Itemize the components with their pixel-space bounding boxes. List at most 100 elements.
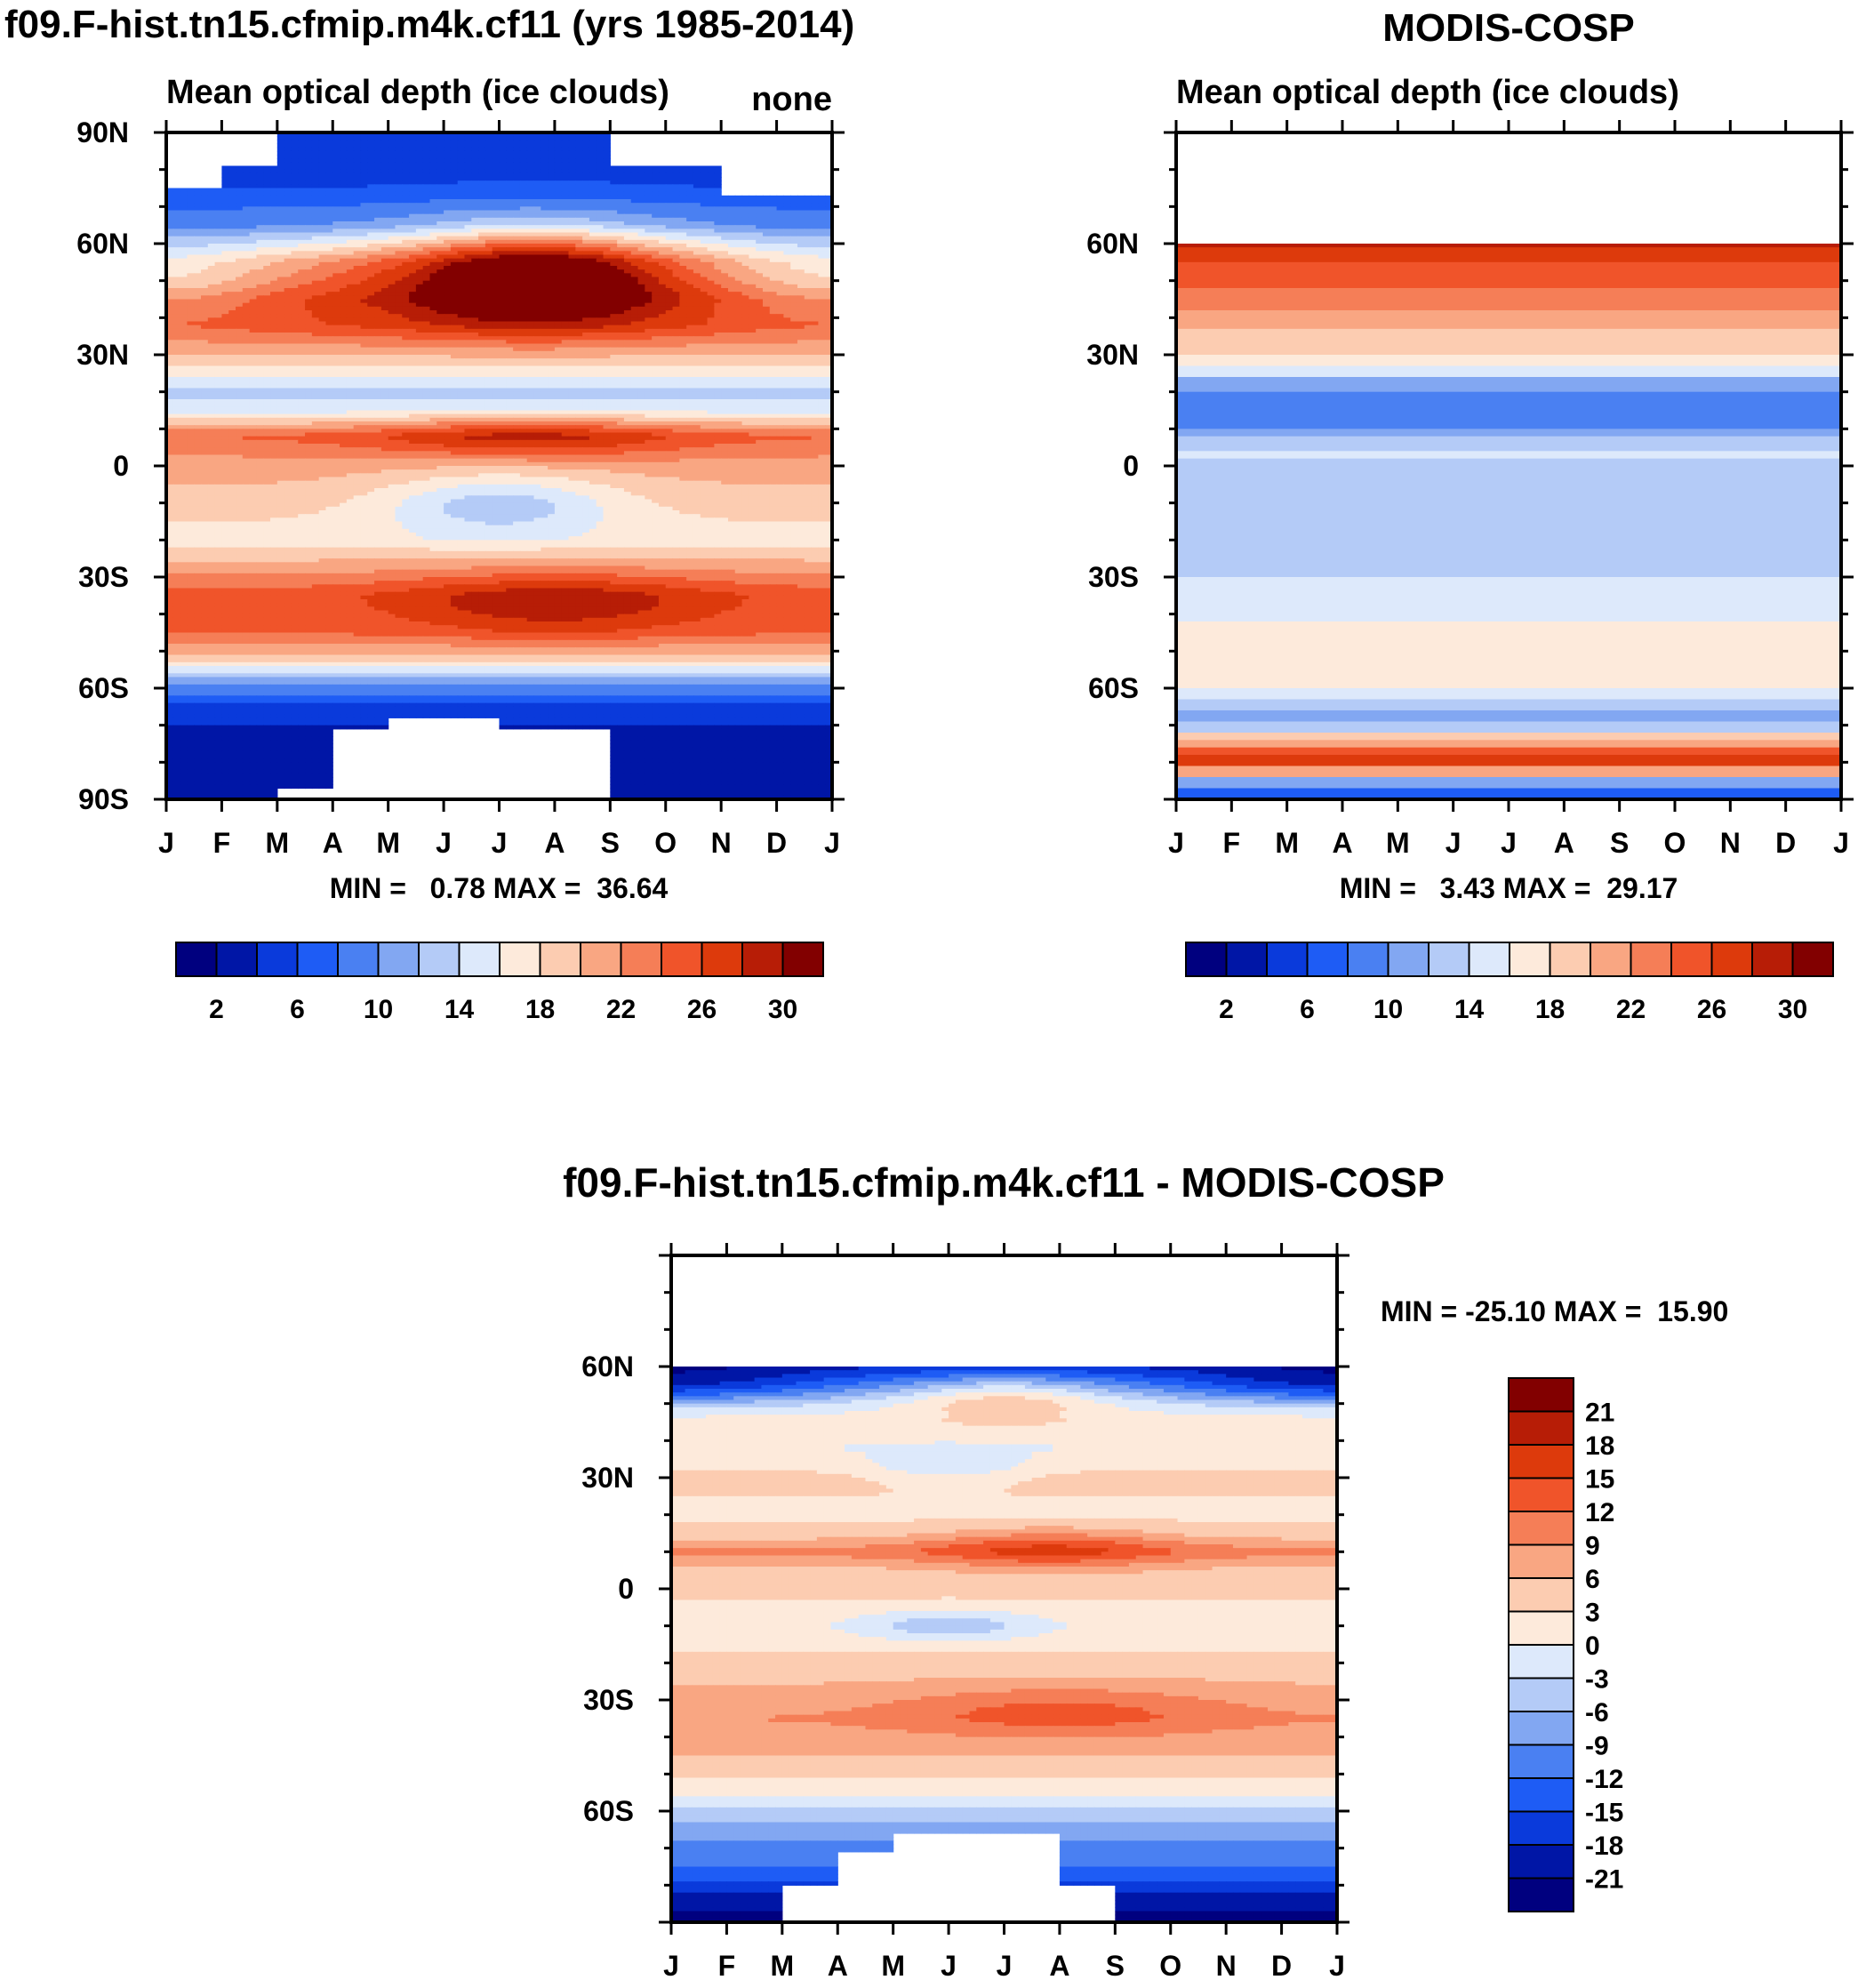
- contour-cell: [436, 148, 444, 152]
- contour-cell: [464, 221, 471, 226]
- contour-cell: [812, 228, 819, 233]
- contour-cell: [354, 166, 361, 171]
- contour-cell: [701, 203, 708, 207]
- contour-cell: [500, 236, 507, 241]
- contour-cell: [783, 196, 790, 200]
- contour-cell: [541, 251, 548, 255]
- contour-cell: [617, 166, 624, 171]
- contour-cell: [180, 214, 188, 219]
- contour-cell: [770, 233, 777, 237]
- contour-cell: [381, 140, 388, 144]
- contour-cell: [381, 188, 388, 193]
- contour-cell: [458, 196, 465, 200]
- contour-cell: [541, 180, 548, 185]
- contour-cell: [250, 240, 257, 244]
- contour-cell: [783, 218, 790, 222]
- contour-cell: [679, 228, 686, 233]
- contour-cell: [298, 192, 305, 196]
- contour-cell: [777, 225, 784, 229]
- contour-cell: [444, 196, 451, 200]
- contour-cell: [777, 221, 784, 226]
- contour-cell: [215, 196, 222, 200]
- contour-cell: [256, 192, 263, 196]
- contour-cell: [493, 228, 500, 233]
- contour-cell: [277, 196, 284, 200]
- contour-cell: [250, 173, 257, 178]
- contour-cell: [541, 236, 548, 241]
- contour-cell: [513, 136, 520, 140]
- contour-cell: [423, 221, 430, 226]
- contour-cell: [256, 251, 263, 255]
- contour-cell: [250, 255, 257, 260]
- contour-cell: [395, 173, 402, 178]
- contour-cell: [305, 221, 312, 226]
- contour-cell: [790, 251, 797, 255]
- contour-cell: [673, 218, 680, 222]
- contour-cell: [374, 158, 381, 163]
- contour-cell: [416, 155, 423, 159]
- contour-cell: [714, 244, 721, 248]
- contour-cell: [666, 236, 673, 241]
- contour-cell: [416, 188, 423, 193]
- contour-cell: [395, 233, 402, 237]
- contour-cell: [485, 144, 493, 148]
- contour-cell: [388, 173, 396, 178]
- contour-cell: [270, 206, 277, 211]
- contour-cell: [332, 233, 340, 237]
- contour-cell: [604, 244, 611, 248]
- contour-cell: [569, 148, 576, 152]
- contour-cell: [520, 228, 527, 233]
- contour-cell: [506, 173, 513, 178]
- contour-cell: [714, 206, 721, 211]
- contour-cell: [436, 180, 444, 185]
- contour-cell: [624, 166, 631, 171]
- contour-cell: [631, 255, 638, 260]
- contour-cell: [236, 214, 243, 219]
- contour-cell: [221, 203, 228, 207]
- contour-cell: [243, 166, 250, 171]
- contour-cell: [493, 247, 500, 252]
- contour-cell: [777, 203, 784, 207]
- contour-cell: [749, 203, 756, 207]
- contour-cell: [597, 247, 604, 252]
- contour-cell: [319, 192, 326, 196]
- contour-cell: [679, 218, 686, 222]
- contour-cell: [416, 192, 423, 196]
- contour-cell: [381, 211, 388, 215]
- contour-cell: [610, 177, 617, 181]
- contour-cell: [645, 196, 652, 200]
- contour-cell: [790, 233, 797, 237]
- contour-cell: [325, 136, 332, 140]
- contour-cell: [701, 218, 708, 222]
- contour-cell: [312, 158, 319, 163]
- contour-cell: [291, 214, 298, 219]
- contour-cell: [409, 140, 416, 144]
- contour-cell: [471, 180, 478, 185]
- contour-cell: [305, 199, 312, 204]
- contour-cell: [597, 244, 604, 248]
- contour-cell: [208, 236, 215, 241]
- contour-cell: [604, 144, 611, 148]
- contour-cell: [534, 180, 541, 185]
- contour-cell: [381, 218, 388, 222]
- contour-cell: [604, 196, 611, 200]
- contour-cell: [631, 236, 638, 241]
- contour-cell: [597, 196, 604, 200]
- contour-cell: [783, 206, 790, 211]
- contour-cell: [485, 166, 493, 171]
- contour-cell: [451, 184, 458, 188]
- contour-cell: [493, 170, 500, 174]
- contour-cell: [569, 247, 576, 252]
- contour-cell: [374, 228, 381, 233]
- contour-cell: [701, 228, 708, 233]
- contour-cell: [236, 196, 243, 200]
- contour-cell: [270, 199, 277, 204]
- contour-cell: [180, 240, 188, 244]
- contour-cell: [263, 255, 270, 260]
- contour-cell: [478, 188, 485, 193]
- contour-cell: [555, 166, 562, 171]
- contour-cell: [728, 240, 735, 244]
- contour-cell: [347, 140, 354, 144]
- contour-cell: [298, 184, 305, 188]
- contour-cell: [291, 247, 298, 252]
